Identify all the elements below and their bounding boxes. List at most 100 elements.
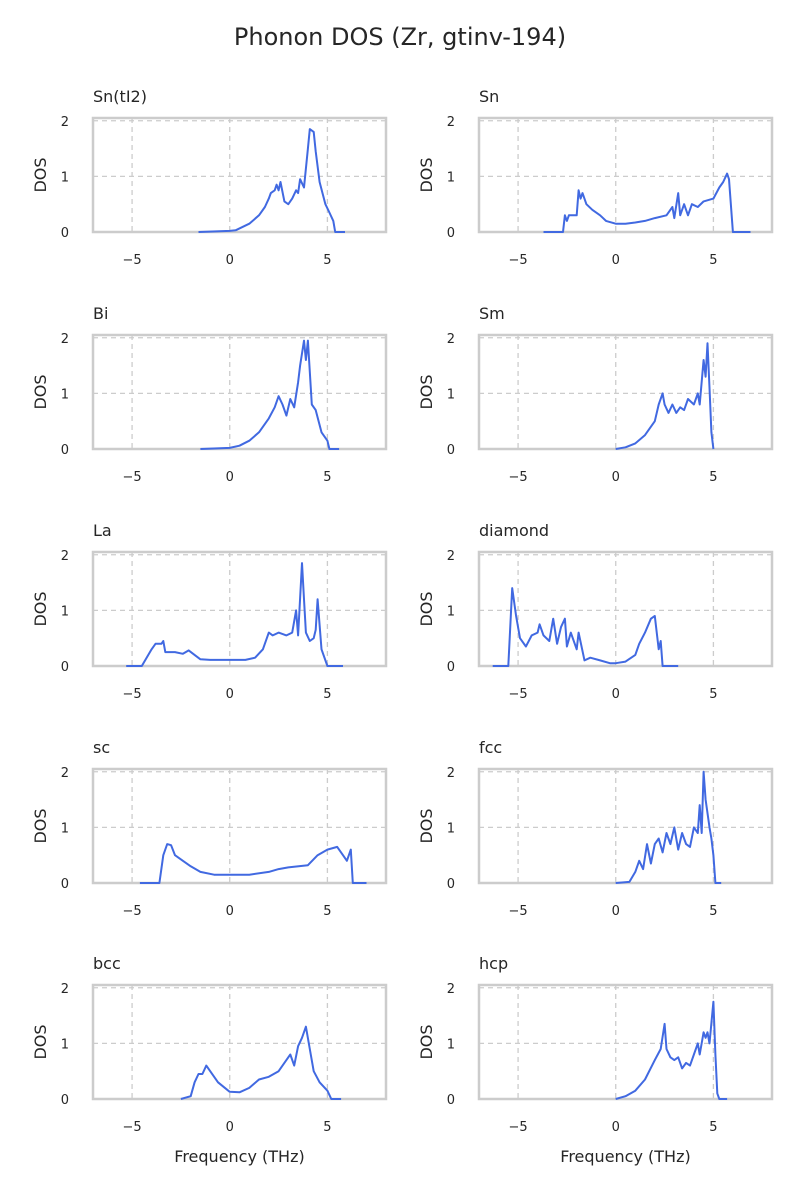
x-tick-label: 5 (323, 687, 331, 702)
dos-curve (139, 843, 367, 884)
x-tick-label: 0 (226, 253, 234, 268)
y-tick-label: 1 (447, 604, 455, 619)
dos-curve (615, 770, 722, 884)
y-axis-label: DOS (31, 1024, 50, 1059)
y-tick-label: 1 (447, 1037, 455, 1052)
x-tick-label: 0 (612, 904, 620, 919)
axes-frame (477, 550, 774, 668)
subplot-sc: −5 0 5 0 1 2 sc DOS (31, 738, 388, 919)
x-tick-label: 5 (709, 253, 717, 268)
y-axis-label: DOS (31, 374, 50, 409)
x-tick-label: −5 (122, 904, 141, 919)
figure-title: Phonon DOS (Zr, gtinv-194) (234, 23, 566, 51)
subplot-Bi: −5 0 5 0 1 2 Bi DOS (31, 304, 388, 485)
y-axis-label: DOS (417, 157, 436, 192)
subplot-title: diamond (479, 521, 549, 540)
x-tick-label: 0 (612, 687, 620, 702)
y-tick-label: 2 (61, 332, 69, 347)
subplot-fcc: −5 0 5 0 1 2 fcc DOS (417, 738, 774, 919)
x-tick-label: −5 (508, 253, 527, 268)
subplot-Sm: −5 0 5 0 1 2 Sm DOS (417, 304, 774, 485)
axes-frame (91, 983, 388, 1101)
y-tick-label: 0 (447, 1093, 455, 1108)
subplot-title: fcc (479, 738, 502, 757)
y-tick-label: 0 (61, 226, 69, 241)
subplot-Sn: −5 0 5 0 1 2 Sn DOS (417, 87, 774, 268)
y-tick-label: 2 (447, 766, 455, 781)
x-tick-label: 0 (226, 470, 234, 485)
y-axis-label: DOS (31, 157, 50, 192)
axes-frame (91, 116, 388, 234)
x-tick-label: −5 (508, 904, 527, 919)
x-tick-label: −5 (122, 470, 141, 485)
subplot-diamond: −5 0 5 0 1 2 diamond DOS (417, 521, 774, 702)
subplot-title: La (93, 521, 112, 540)
axes-frame (477, 116, 774, 234)
x-tick-label: 5 (709, 687, 717, 702)
y-tick-label: 1 (447, 387, 455, 402)
x-tick-label: −5 (122, 687, 141, 702)
x-tick-label: 0 (226, 904, 234, 919)
y-tick-label: 2 (61, 982, 69, 997)
axes-frame (91, 333, 388, 451)
y-tick-label: 1 (61, 387, 69, 402)
x-tick-label: 5 (709, 470, 717, 485)
y-axis-label: DOS (31, 591, 50, 626)
dos-curve (200, 339, 340, 450)
x-tick-label: 5 (323, 470, 331, 485)
x-tick-label: −5 (122, 1120, 141, 1135)
x-tick-label: 5 (709, 1120, 717, 1135)
y-tick-label: 2 (61, 549, 69, 564)
dos-curve (492, 587, 679, 667)
y-tick-label: 2 (61, 766, 69, 781)
y-axis-label: DOS (417, 1024, 436, 1059)
subplot-title: bcc (93, 954, 121, 973)
x-tick-label: −5 (508, 687, 527, 702)
subplot-title: Bi (93, 304, 108, 323)
y-tick-label: 0 (447, 660, 455, 675)
dos-curve (198, 128, 345, 233)
y-tick-label: 1 (61, 170, 69, 185)
x-tick-label: 5 (323, 253, 331, 268)
dos-curve (615, 342, 715, 450)
y-axis-label: DOS (417, 808, 436, 843)
subplot-Sn(tI2): −5 0 5 0 1 2 Sn(tI2) DOS (31, 87, 388, 268)
subplot-title: hcp (479, 954, 508, 973)
y-tick-label: 0 (61, 877, 69, 892)
subplot-title: Sn(tI2) (93, 87, 147, 106)
y-tick-label: 0 (61, 660, 69, 675)
x-tick-label: −5 (508, 1120, 527, 1135)
y-axis-label: DOS (31, 808, 50, 843)
subplot-La: −5 0 5 0 1 2 La DOS (31, 521, 388, 702)
x-tick-label: 0 (612, 1120, 620, 1135)
axes-frame (91, 767, 388, 885)
y-axis-label: DOS (417, 591, 436, 626)
axes-frame (91, 550, 388, 668)
y-tick-label: 1 (447, 170, 455, 185)
axes-frame (477, 983, 774, 1101)
x-tick-label: 5 (709, 904, 717, 919)
x-axis-label: Frequency (THz) (174, 1147, 304, 1166)
y-tick-label: 2 (447, 982, 455, 997)
subplot-title: sc (93, 738, 110, 757)
y-tick-label: 2 (447, 115, 455, 130)
x-tick-label: 0 (612, 253, 620, 268)
y-tick-label: 2 (61, 115, 69, 130)
y-tick-label: 2 (447, 549, 455, 564)
y-tick-label: 0 (447, 226, 455, 241)
dos-curve (126, 562, 343, 667)
dos-curve (615, 1000, 728, 1100)
x-tick-label: 5 (323, 904, 331, 919)
dos-curve (543, 172, 751, 233)
subplot-bcc: −5 0 5 0 1 2 bcc DOS Frequency (THz) (31, 954, 388, 1166)
x-tick-label: 5 (323, 1120, 331, 1135)
x-tick-label: 0 (226, 687, 234, 702)
x-tick-label: −5 (508, 470, 527, 485)
y-tick-label: 0 (447, 877, 455, 892)
dos-curve (180, 1025, 342, 1100)
y-tick-label: 1 (61, 604, 69, 619)
y-tick-label: 1 (447, 821, 455, 836)
y-tick-label: 0 (61, 1093, 69, 1108)
x-axis-label: Frequency (THz) (560, 1147, 690, 1166)
y-tick-label: 2 (447, 332, 455, 347)
